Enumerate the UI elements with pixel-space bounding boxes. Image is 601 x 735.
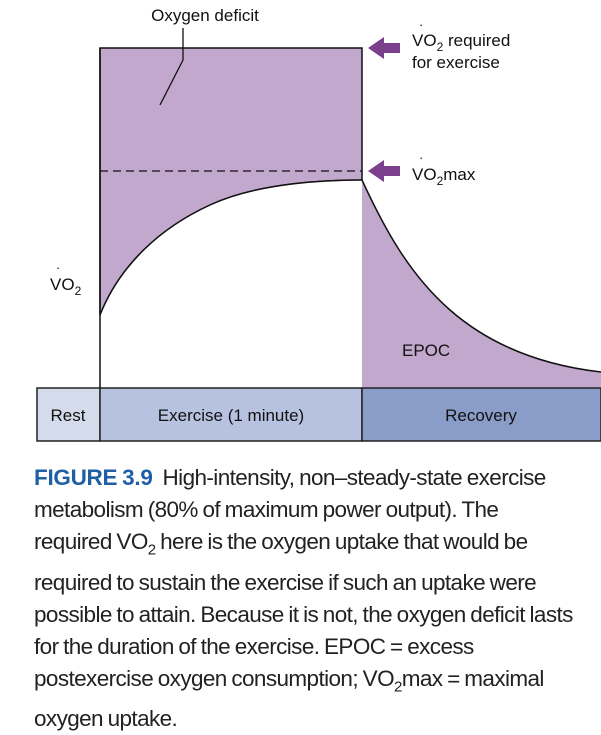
rest-band <box>36 387 101 442</box>
caption-vo2max: VO2 <box>362 665 403 696</box>
recovery-band <box>361 387 601 442</box>
caption-text-part3: max = maximal oxygen uptake. <box>34 665 544 732</box>
vo2-required-arrow <box>368 37 400 59</box>
oxygen-deficit-pointer <box>159 28 184 106</box>
figure-caption: FIGURE 3.9 High-intensity, non–steady-sta… <box>34 462 579 735</box>
vo2-required-dot: · <box>419 17 423 32</box>
epoc-area <box>362 180 601 388</box>
y-axis-label: VO2 <box>50 275 82 298</box>
vo2-required-label-line2: for exercise <box>412 53 500 72</box>
figure-label: FIGURE 3.9 <box>34 465 153 490</box>
epoc-curve <box>361 179 601 373</box>
oxygen-deficit-diagram: Oxygen deficit · VO2 required for exerci… <box>36 6 601 442</box>
vo2-uptake-curve <box>99 179 363 316</box>
caption-vo2-required: VO2 <box>116 529 156 559</box>
caption-text-part2: here is the oxygen uptake that would be … <box>34 529 573 691</box>
vo2max-arrow <box>368 160 400 182</box>
vo2max-dot: · <box>419 150 423 165</box>
oxygen-deficit-label: Oxygen deficit <box>151 6 259 25</box>
vo2max-label: VO2max <box>412 165 476 188</box>
exercise-band <box>99 387 363 442</box>
caption-text-part1: High-intensity, non–steady-state exercis… <box>34 465 546 554</box>
recovery-label: Recovery <box>445 406 517 425</box>
rest-label: Rest <box>51 406 86 425</box>
y-axis-dot: · <box>56 260 60 275</box>
exercise-label: Exercise (1 minute) <box>158 406 304 425</box>
epoc-label: EPOC <box>402 341 450 360</box>
vo2-required-label-line1: VO2 required <box>412 31 510 54</box>
